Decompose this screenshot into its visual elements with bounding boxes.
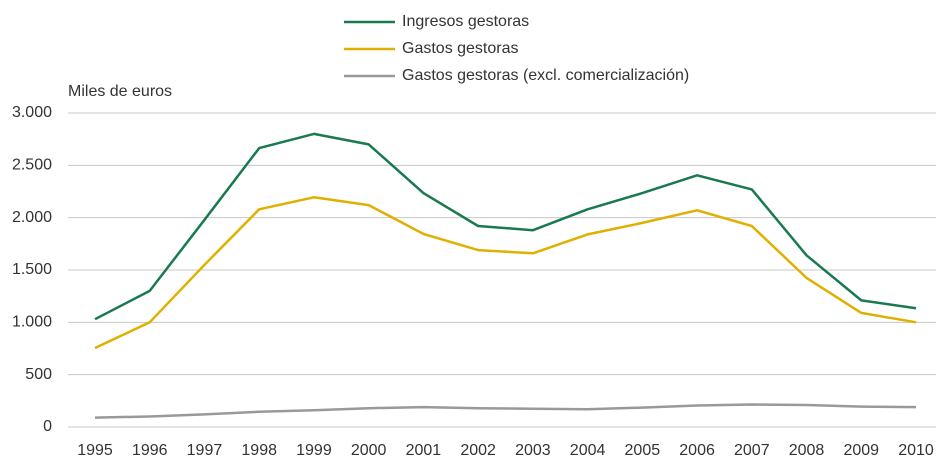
y-tick-label: 0	[43, 418, 52, 435]
legend-label: Gastos gestoras	[402, 40, 519, 57]
x-tick-label: 2010	[898, 442, 934, 459]
x-tick-label: 2009	[843, 442, 879, 459]
series-line	[94, 403, 917, 419]
y-tick-label: 3.000	[12, 104, 52, 121]
x-tick-label: 1999	[296, 442, 332, 459]
y-tick-label: 500	[25, 366, 52, 383]
y-tick-label: 2.500	[12, 157, 52, 174]
x-tick-label: 1995	[77, 442, 113, 459]
y-axis-label: Miles de euros	[68, 83, 172, 100]
x-tick-label: 2008	[789, 442, 825, 459]
x-tick-label: 2004	[570, 442, 606, 459]
x-tick-label: 2001	[406, 442, 442, 459]
y-tick-label: 2.000	[12, 209, 52, 226]
y-tick-label: 1.500	[12, 261, 52, 278]
x-tick-label: 2006	[679, 442, 715, 459]
x-tick-label: 1997	[187, 442, 223, 459]
series-line	[94, 196, 917, 350]
x-tick-label: 2000	[351, 442, 387, 459]
x-tick-label: 2003	[515, 442, 551, 459]
legend-label: Gastos gestoras (excl. comercialización)	[402, 67, 689, 84]
x-tick-label: 2005	[625, 442, 661, 459]
x-tick-label: 1996	[132, 442, 168, 459]
x-tick-label: 2007	[734, 442, 770, 459]
y-tick-label: 1.000	[12, 314, 52, 331]
x-tick-label: 2002	[460, 442, 496, 459]
legend-label: Ingresos gestoras	[402, 13, 529, 30]
x-tick-label: 1998	[241, 442, 277, 459]
series-line	[94, 132, 917, 321]
